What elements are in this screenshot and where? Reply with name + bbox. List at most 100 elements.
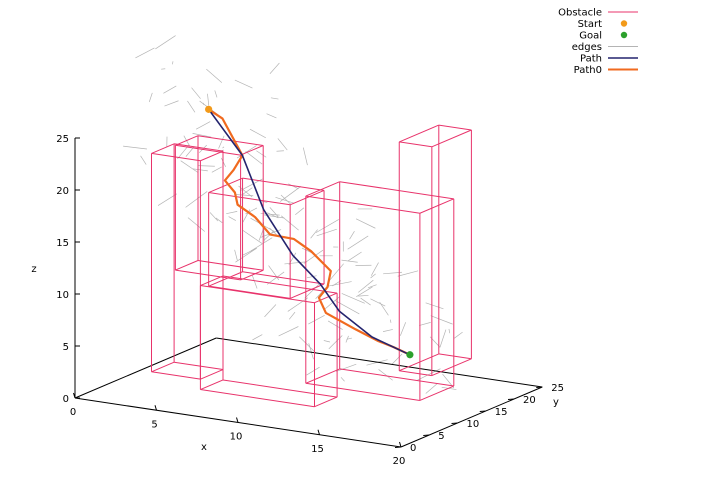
edge-segment — [279, 186, 302, 202]
obstacle-edge — [289, 283, 325, 299]
axis-label-z: z — [31, 264, 36, 275]
edge-segment — [187, 100, 196, 113]
edge-segment — [370, 273, 376, 279]
edge-segment — [347, 235, 369, 250]
edge-segment — [234, 79, 253, 89]
edge-segment — [303, 249, 324, 264]
edge-segment — [191, 87, 201, 99]
z-tick-label: 25 — [56, 134, 69, 145]
obstacle-edge — [151, 371, 201, 380]
obstacle-edge — [431, 129, 472, 148]
edge-segment — [367, 284, 377, 289]
x-tick-mark — [236, 417, 239, 423]
edge-segment — [360, 297, 371, 306]
edge-segment — [180, 160, 199, 173]
z-tick-label: 5 — [63, 342, 69, 353]
edge-segment — [192, 133, 212, 138]
goal-marker — [406, 351, 414, 359]
edge-segment — [448, 328, 451, 334]
edge-segment — [278, 326, 299, 337]
z-tick-label: 10 — [56, 290, 69, 301]
obstacle-edge — [419, 198, 454, 214]
edge-segment — [209, 212, 219, 222]
edge-segment — [355, 218, 376, 229]
legend-label: Path — [580, 54, 602, 65]
edge-segment — [310, 229, 318, 239]
obstacle-edge — [305, 181, 340, 197]
edges-layer — [123, 35, 463, 394]
edge-segment — [155, 35, 176, 50]
obstacle-edge — [399, 124, 439, 143]
obstacle-edge — [175, 144, 241, 156]
legend-item: Goal — [579, 31, 628, 42]
edge-segment — [269, 62, 280, 74]
edge-segment — [198, 165, 215, 167]
edge-segment — [430, 315, 453, 325]
edge-segment — [228, 216, 236, 221]
edge-segment — [269, 207, 279, 218]
edge-segment — [256, 150, 267, 158]
obstacle-box — [208, 177, 325, 299]
edge-segment — [215, 217, 223, 223]
edge-segment — [370, 262, 379, 276]
obstacle-edge — [242, 177, 325, 191]
obstacle-edge — [200, 150, 224, 162]
edge-segment — [349, 231, 355, 240]
obstacle-edge — [174, 143, 224, 152]
edge-segment — [358, 279, 374, 293]
edge-segment — [308, 343, 314, 360]
edge-segment — [242, 229, 263, 244]
x-axis-back-line — [216, 337, 543, 388]
x-tick-mark — [154, 405, 157, 411]
edge-segment — [266, 271, 285, 285]
axes: 0 5 10 15 20 0 5 10 15 20 25 0 5 10 15 20 25 — [56, 134, 564, 467]
obstacle-edge — [200, 379, 224, 391]
edge-segment — [306, 275, 317, 279]
obstacle-edge — [305, 382, 420, 401]
legend-item: edges — [572, 42, 638, 53]
edge-segment — [302, 147, 308, 166]
edge-segment — [241, 187, 253, 196]
obstacle-edge — [175, 260, 199, 271]
obstacle-box — [305, 181, 455, 401]
edge-segment — [454, 331, 463, 339]
edge-segment — [315, 219, 339, 233]
edge-segment — [336, 363, 357, 372]
edge-segment — [316, 228, 337, 237]
edge-segment — [135, 47, 155, 59]
edge-segment — [245, 151, 263, 165]
edge-segment — [397, 270, 419, 277]
y-tick-mark — [423, 434, 430, 436]
edge-segment — [288, 311, 296, 320]
x-tick-label: 0 — [70, 407, 76, 418]
obstacle-edge — [419, 385, 454, 401]
edge-segment — [211, 166, 222, 173]
obstacle-edge — [305, 195, 420, 214]
obstacle-edge — [399, 141, 432, 148]
legend-item: Path — [580, 54, 638, 65]
edge-segment — [148, 92, 153, 103]
obstacles-layer — [151, 124, 472, 408]
y-tick-label: 10 — [467, 419, 480, 430]
paths-layer — [208, 108, 411, 356]
obstacle-edge — [240, 145, 264, 156]
edge-segment — [235, 247, 257, 263]
legend-item: Path0 — [574, 65, 638, 76]
edge-segment — [308, 315, 325, 325]
legend-label: Goal — [579, 31, 602, 42]
edge-segment — [382, 329, 393, 332]
edge-segment — [425, 302, 444, 310]
obstacle-edge — [438, 353, 472, 360]
edge-segment — [425, 382, 438, 394]
x-tick-mark — [317, 429, 320, 435]
edge-segment — [206, 68, 223, 83]
edge-segment — [195, 121, 211, 130]
edge-segment — [389, 319, 392, 323]
x-tick-label: 15 — [311, 444, 324, 455]
edge-segment — [164, 100, 179, 107]
y-tick-label: 0 — [410, 443, 416, 454]
obstacle-edge — [399, 353, 439, 372]
edge-segment — [218, 135, 225, 149]
y-tick-label: 25 — [551, 383, 564, 394]
edge-segment — [356, 286, 373, 297]
